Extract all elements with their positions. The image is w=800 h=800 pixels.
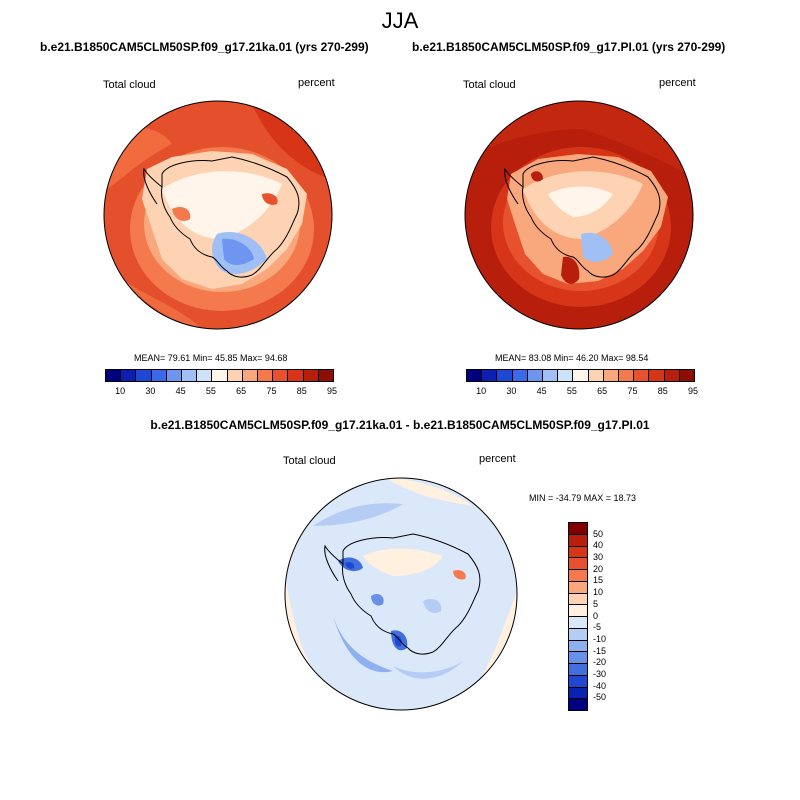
colorbar-tick-label: 30 [506, 386, 517, 396]
colorbar-tick-label: -15 [593, 645, 607, 656]
colorbar-swatch [212, 370, 228, 381]
panel2-units-label: percent [659, 77, 696, 89]
colorbar-swatch [569, 605, 587, 617]
panel3-colorbar-ticks: 50 40 30 20 15 10 5 0 -5 -10 -15 -20 -30 -40 -50 [593, 522, 623, 709]
colorbar-swatch [273, 370, 289, 381]
colorbar-tick-label: 30 [145, 386, 156, 396]
colorbar-swatch [288, 370, 304, 381]
colorbar-swatch [467, 370, 483, 381]
colorbar-swatch [182, 370, 198, 381]
colorbar-tick-label: 75 [627, 386, 638, 396]
panel3-units-label: percent [479, 453, 516, 465]
colorbar-tick-label: 50 [593, 528, 604, 539]
colorbar-tick-label: 5 [593, 598, 599, 609]
colorbar-swatch [227, 370, 243, 381]
colorbar-tick-label: 30 [593, 552, 604, 563]
colorbar-swatch [569, 687, 587, 700]
colorbar-swatch [512, 370, 528, 381]
panel2-title: b.e21.B1850CAM5CLM50SP.f09_g17.PI.01 (yr… [412, 40, 726, 54]
colorbar-tick-label: 10 [476, 386, 487, 396]
colorbar-swatch [569, 570, 587, 582]
panel2-variable-label: Total cloud [463, 79, 516, 91]
colorbar-tick-label: 15 [593, 575, 604, 586]
colorbar-swatch [166, 370, 183, 381]
colorbar-tick-label: 20 [593, 563, 604, 574]
colorbar-swatch [619, 370, 635, 381]
colorbar-tick-label: -5 [593, 622, 602, 633]
colorbar-tick-label: 95 [326, 386, 338, 396]
colorbar-swatch [569, 534, 587, 547]
colorbar-swatch [603, 370, 620, 381]
colorbar-swatch [649, 370, 665, 381]
colorbar-swatch [634, 370, 650, 381]
colorbar-swatch [573, 370, 589, 381]
panel1-polar-map [103, 100, 333, 330]
colorbar-tick-label: -50 [593, 692, 607, 703]
colorbar-swatch [303, 370, 319, 381]
colorbar-swatch [527, 370, 544, 381]
panel3-title: b.e21.B1850CAM5CLM50SP.f09_g17.21ka.01 -… [150, 418, 650, 432]
panel3-polar-map [284, 477, 518, 711]
colorbar-swatch [569, 617, 587, 629]
panel2-polar-map [464, 100, 694, 330]
colorbar-tick-label: 55 [566, 386, 577, 396]
colorbar-tick-label: 10 [593, 587, 604, 598]
panel1-title: b.e21.B1850CAM5CLM50SP.f09_g17.21ka.01 (… [40, 40, 369, 54]
colorbar-tick-label: -30 [593, 668, 607, 679]
colorbar-tick-label: 10 [115, 386, 126, 396]
colorbar-swatch [497, 370, 513, 381]
panel1-colorbar [105, 369, 334, 382]
figure-title: JJA [381, 8, 419, 33]
colorbar-swatch [482, 370, 498, 381]
colorbar-swatch [569, 664, 587, 676]
colorbar-swatch [569, 558, 587, 570]
colorbar-swatch [151, 370, 167, 381]
colorbar-tick-label: 75 [266, 386, 277, 396]
colorbar-swatch [318, 370, 334, 381]
colorbar-swatch [569, 546, 587, 559]
colorbar-swatch [664, 370, 680, 381]
panel3-variable-label: Total cloud [283, 455, 336, 467]
panel1-units-label: percent [298, 77, 335, 89]
colorbar-swatch [569, 675, 587, 688]
colorbar-swatch [197, 370, 213, 381]
panel2-colorbar-ticks: 10 30 45 55 65 75 85 95 [466, 386, 698, 398]
colorbar-tick-label: 85 [657, 386, 668, 396]
panel3-stats: MIN = -34.79 MAX = 18.73 [529, 493, 637, 503]
colorbar-swatch [679, 370, 695, 381]
panel1-colorbar-ticks: 10 30 45 55 65 75 85 95 [105, 386, 337, 398]
colorbar-swatch [136, 370, 152, 381]
colorbar-tick-label: 65 [597, 386, 608, 396]
panel3-colorbar [568, 522, 588, 711]
colorbar-tick-label: 55 [205, 386, 216, 396]
panel2-stats: MEAN= 83.08 Min= 46.20 Max= 98.54 [495, 353, 649, 363]
colorbar-swatch [569, 523, 587, 535]
panel1-stats: MEAN= 79.61 Min= 45.85 Max= 94.68 [134, 353, 288, 363]
colorbar-swatch [569, 652, 587, 664]
colorbar-tick-label: 65 [236, 386, 247, 396]
colorbar-swatch [569, 581, 587, 594]
colorbar-swatch [569, 628, 587, 641]
colorbar-swatch [106, 370, 122, 381]
panel1-variable-label: Total cloud [103, 79, 156, 91]
colorbar-tick-label: -20 [593, 657, 607, 668]
colorbar-tick-label: 95 [687, 386, 699, 396]
colorbar-tick-label: -40 [593, 680, 607, 691]
colorbar-swatch [242, 370, 259, 381]
colorbar-swatch [121, 370, 137, 381]
colorbar-swatch [258, 370, 274, 381]
colorbar-swatch [558, 370, 574, 381]
colorbar-tick-label: 0 [593, 610, 599, 621]
colorbar-tick-label: 45 [175, 386, 186, 396]
colorbar-tick-label: 40 [593, 540, 604, 551]
colorbar-tick-label: 85 [296, 386, 307, 396]
colorbar-swatch [588, 370, 604, 381]
panel2-colorbar [466, 369, 695, 382]
colorbar-swatch [569, 699, 587, 710]
colorbar-swatch [569, 593, 587, 606]
colorbar-swatch [569, 640, 587, 653]
colorbar-swatch [543, 370, 559, 381]
colorbar-tick-label: 45 [536, 386, 547, 396]
colorbar-tick-label: -10 [593, 633, 607, 644]
